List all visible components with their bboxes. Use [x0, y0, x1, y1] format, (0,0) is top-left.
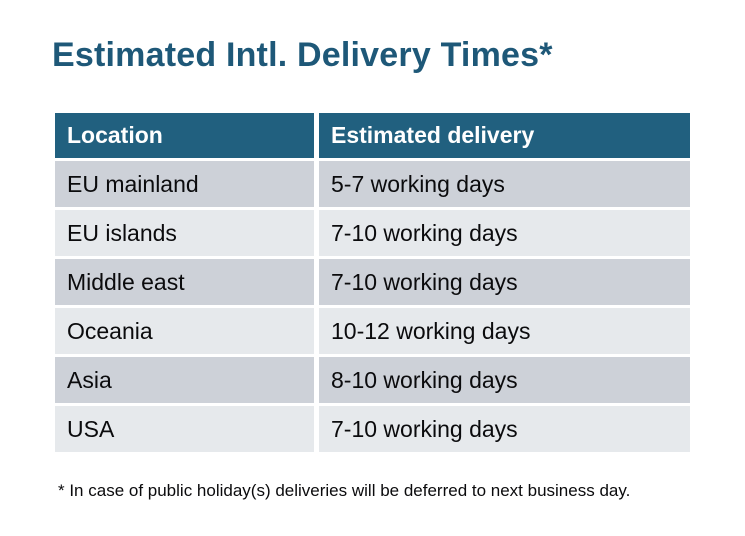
table-cell-delivery: 7-10 working days — [319, 259, 690, 305]
table-cell-delivery: 7-10 working days — [319, 210, 690, 256]
table-cell-location: Middle east — [55, 259, 314, 305]
table-cell-location: Asia — [55, 357, 314, 403]
delivery-times-table: Location Estimated delivery EU mainland … — [55, 113, 690, 452]
table-cell-delivery: 7-10 working days — [319, 406, 690, 452]
page-title: Estimated Intl. Delivery Times* — [52, 36, 553, 74]
column-header-location: Location — [55, 113, 314, 158]
table-cell-location: USA — [55, 406, 314, 452]
footnote: * In case of public holiday(s) deliverie… — [58, 481, 631, 500]
table-cell-delivery: 8-10 working days — [319, 357, 690, 403]
table-cell-delivery: 5-7 working days — [319, 161, 690, 207]
table-cell-delivery: 10-12 working days — [319, 308, 690, 354]
column-header-estimated-delivery: Estimated delivery — [319, 113, 690, 158]
table-cell-location: EU mainland — [55, 161, 314, 207]
table-cell-location: EU islands — [55, 210, 314, 256]
table-cell-location: Oceania — [55, 308, 314, 354]
